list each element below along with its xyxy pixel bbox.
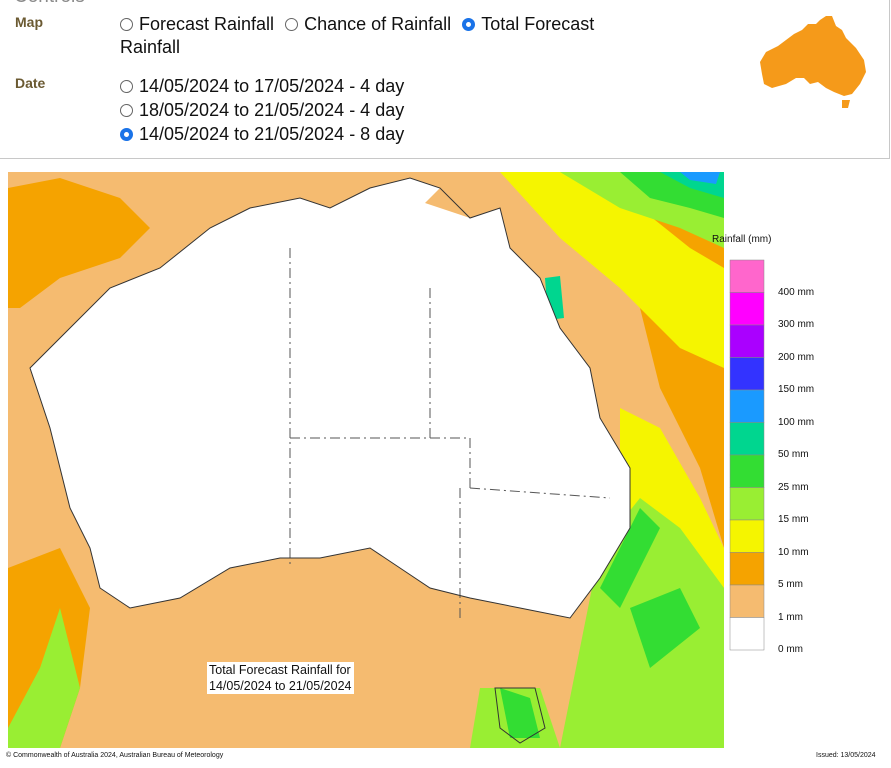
legend-label: 0 mm: [778, 644, 803, 655]
zone-100mm-north-east: [680, 172, 720, 184]
radio-label: Total Forecast: [481, 14, 595, 34]
legend-swatch: [729, 292, 765, 326]
copyright-text: © Commonwealth of Australia 2024, Austra…: [6, 752, 224, 759]
zone-25mm-tasman-blob: [630, 588, 700, 668]
issued-date: Issued: 13/05/2024: [816, 752, 876, 759]
legend-label: 10 mm: [778, 546, 809, 558]
radio-label: 18/05/2024 to 21/05/2024 - 4 day: [139, 100, 405, 120]
legend-label: 200 mm: [778, 351, 815, 363]
legend-color-scale: [729, 259, 765, 651]
legend-label: 400 mm: [778, 286, 815, 298]
zone-25mm-tasmania: [500, 688, 540, 738]
legend-label: 1 mm: [778, 611, 803, 623]
radio-label: 14/05/2024 to 17/05/2024 - 4 day: [139, 76, 405, 96]
legend-swatch: [729, 389, 765, 423]
radio-date-3[interactable]: 14/05/2024 to 21/05/2024 - 8 day: [120, 123, 404, 146]
legend-label: 5 mm: [778, 579, 803, 590]
radio-total-forecast-rainfall[interactable]: Total Forecast: [462, 14, 594, 34]
legend-swatch: [729, 487, 765, 521]
radio-forecast-rainfall[interactable]: Forecast Rainfall: [120, 14, 274, 34]
legend-label: 50 mm: [778, 449, 809, 460]
zone-25mm-east-coast: [600, 508, 660, 608]
legend-label: 150 mm: [778, 384, 815, 395]
australia-coastline: [29, 177, 631, 619]
map-options: Forecast Rainfall Chance of Rainfall Tot…: [120, 13, 594, 59]
map-row-label: Map: [15, 14, 43, 30]
legend-title: Rainfall (mm): [712, 234, 772, 245]
caption-line-1: Total Forecast Rainfall for: [209, 663, 351, 677]
zone-10mm-coral-sea: [500, 172, 724, 368]
radio-circle: [120, 18, 133, 31]
legend-swatch: [729, 519, 765, 553]
legend-swatch: [729, 552, 765, 586]
dry-inland-region: [30, 198, 630, 618]
legend-swatch: [729, 357, 765, 391]
tasmania-coastline: [494, 687, 546, 744]
legend-swatch: [729, 259, 765, 293]
australia-icon[interactable]: [756, 12, 874, 112]
radio-circle: [120, 104, 133, 117]
radio-circle: [120, 80, 133, 93]
date-row-label: Date: [15, 75, 46, 91]
legend-label: 25 mm: [778, 481, 809, 493]
radio-chance-of-rainfall[interactable]: Chance of Rainfall: [285, 14, 451, 34]
map-caption: Total Forecast Rainfall for 14/05/2024 t…: [207, 662, 354, 694]
date-options: 14/05/2024 to 17/05/2024 - 4 day 18/05/2…: [120, 75, 404, 146]
radio-label-wrap: Rainfall: [120, 37, 181, 57]
dry-top-end: [330, 178, 440, 213]
rainfall-map: Rainfall (mm) 400 mm 300 mm 200 mm 150 mm 10…: [0, 168, 891, 768]
caption-line-2: 14/05/2024 to 21/05/2024: [209, 679, 352, 693]
legend-swatch: [729, 324, 765, 358]
radio-label: Chance of Rainfall: [304, 14, 452, 34]
radio-circle-checked: [462, 18, 476, 31]
radio-circle-checked: [120, 128, 133, 141]
zone-5mm-northwest-sea: [8, 178, 150, 308]
radio-date-2[interactable]: 18/05/2024 to 21/05/2024 - 4 day: [120, 99, 404, 122]
radio-circle: [285, 18, 299, 31]
legend-swatch: [729, 422, 765, 456]
controls-panel: Controls Map Forecast Rainfall Chance of…: [0, 0, 890, 159]
legend-swatch: [729, 617, 765, 651]
legend-label: 15 mm: [778, 514, 809, 525]
radio-label: Forecast Rainfall: [139, 14, 275, 34]
state-borders: [289, 248, 611, 618]
legend-label: 100 mm: [778, 416, 815, 428]
legend-swatch: [729, 584, 765, 618]
legend-swatch: [729, 454, 765, 488]
controls-heading: Controls: [14, 0, 85, 8]
radio-label: 14/05/2024 to 21/05/2024 - 8 day: [139, 124, 405, 144]
radio-date-1[interactable]: 14/05/2024 to 17/05/2024 - 4 day: [120, 75, 404, 98]
zone-15mm-southwest: [8, 608, 80, 748]
map-graphic: [8, 172, 765, 748]
australia-icon-shape: [760, 16, 866, 108]
legend-label: 300 mm: [778, 319, 815, 330]
